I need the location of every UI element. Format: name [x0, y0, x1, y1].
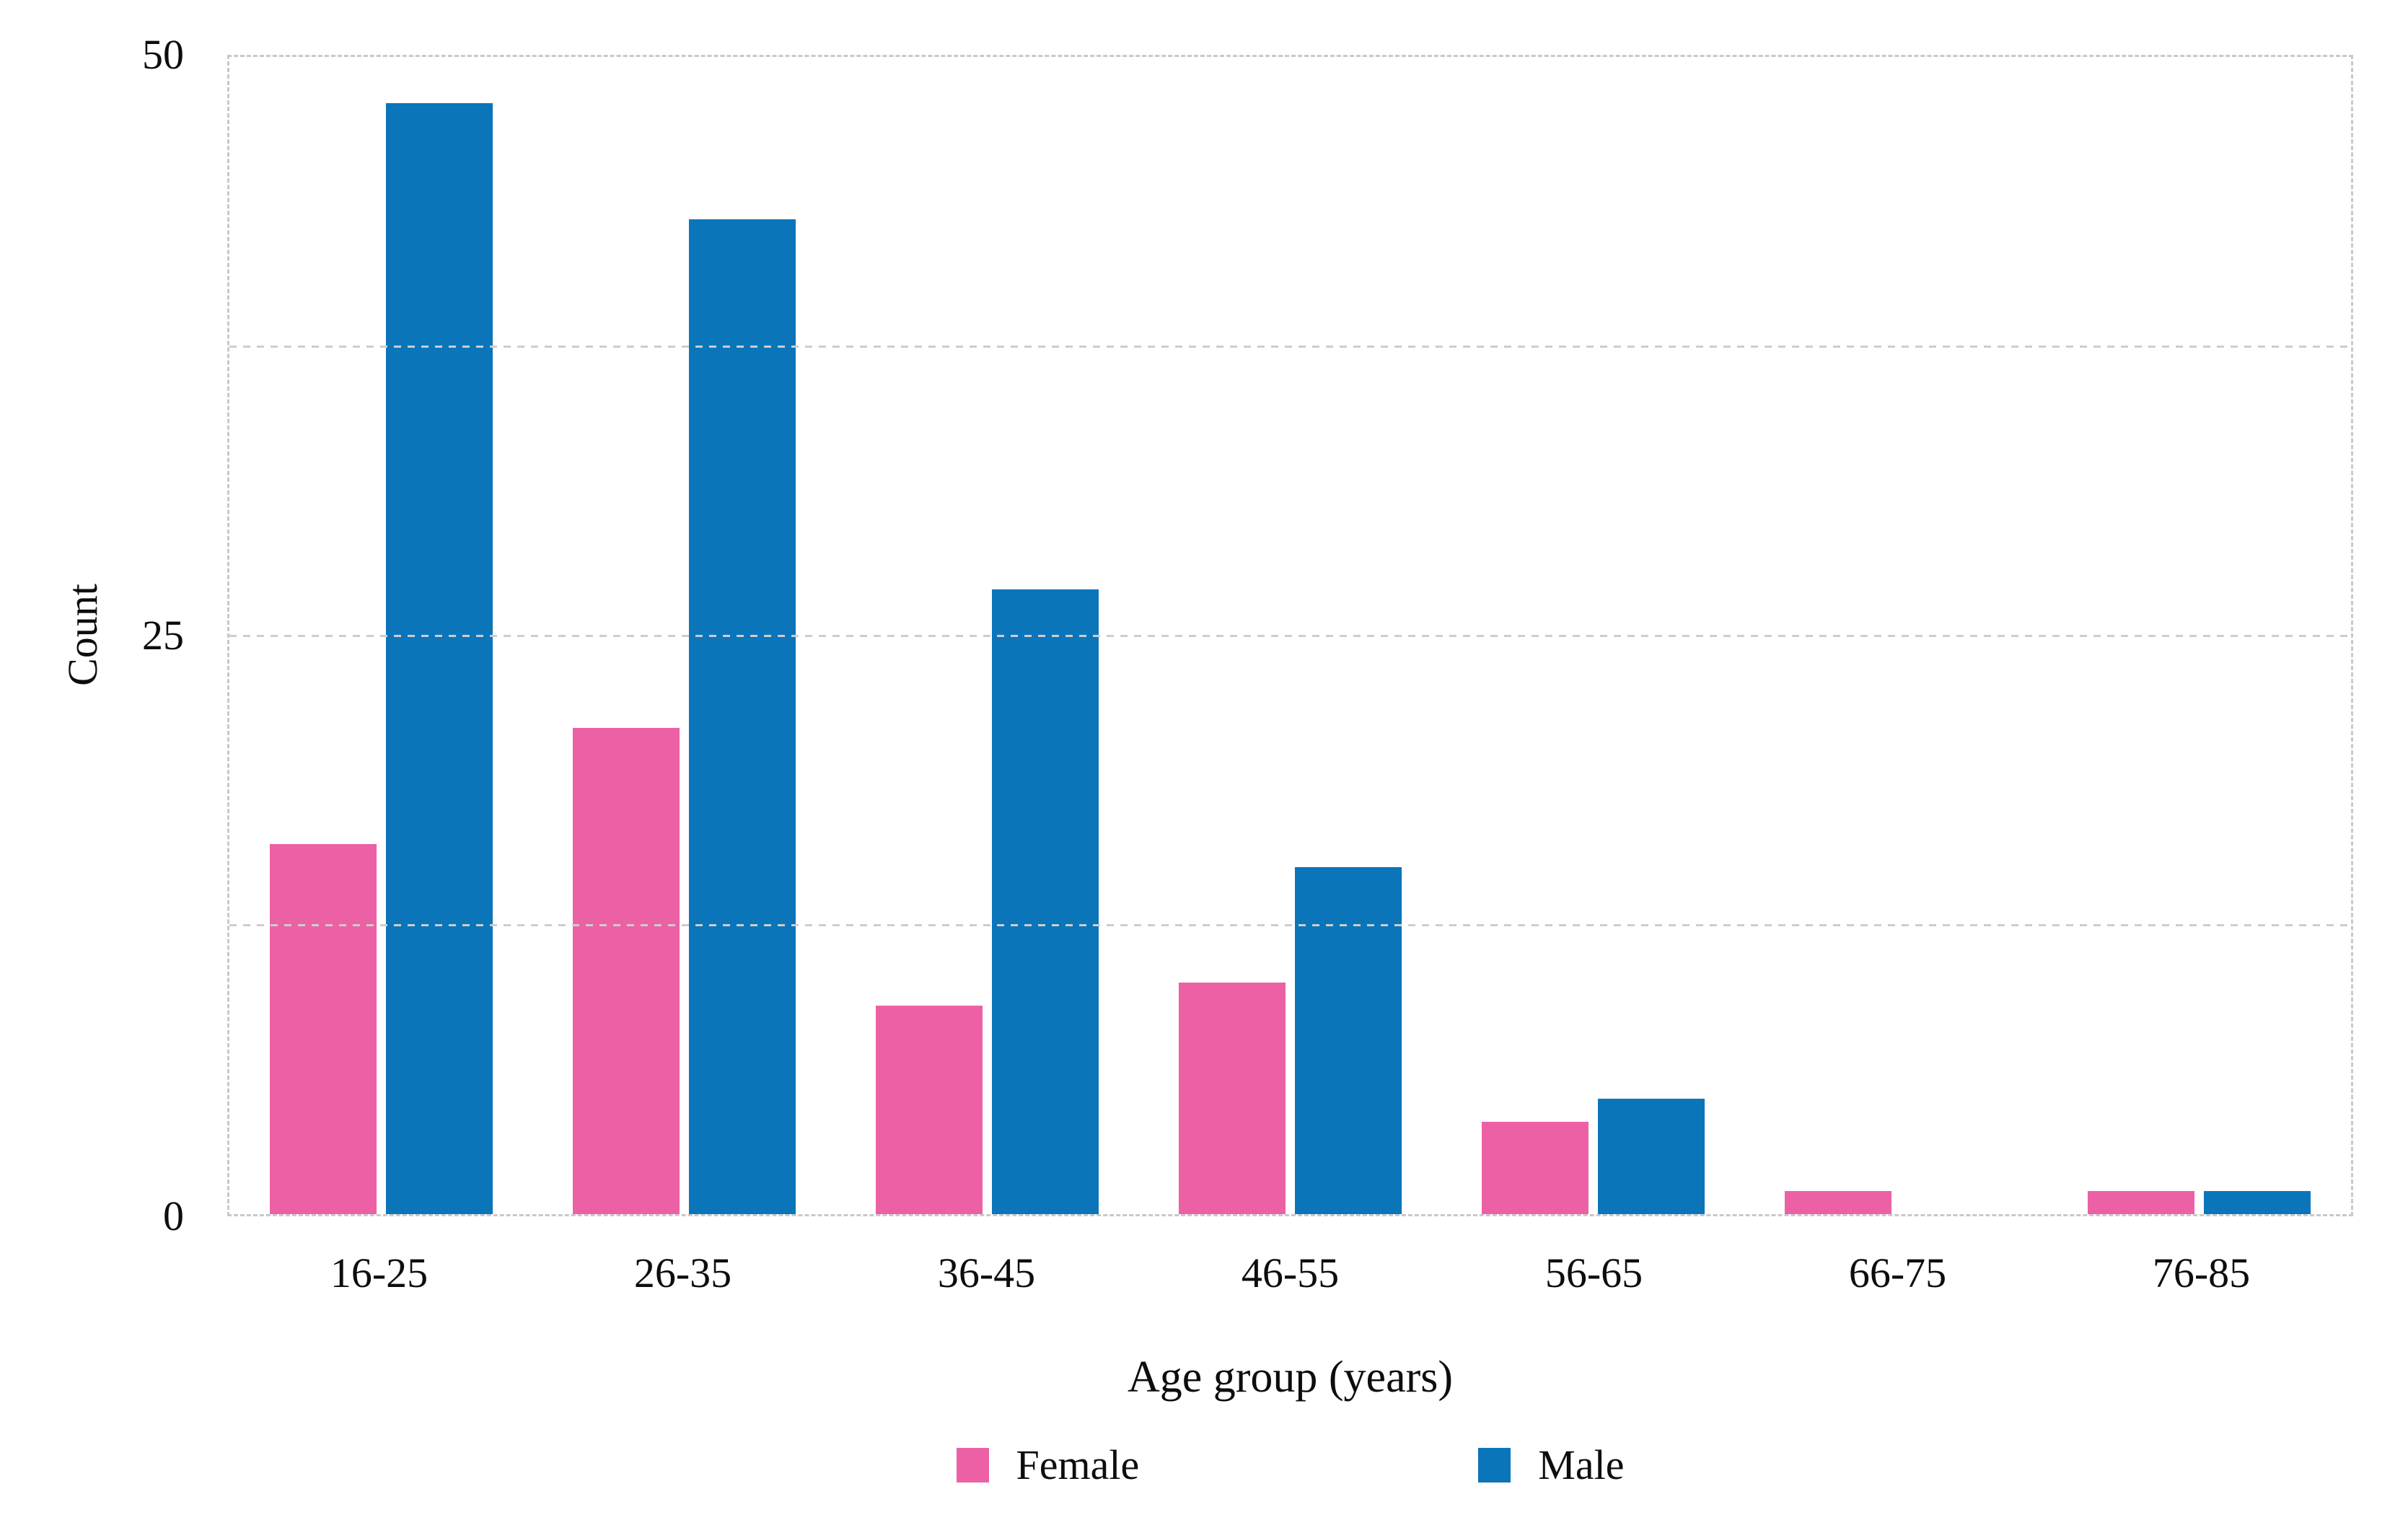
bar-group-76-85: [2048, 57, 2351, 1214]
x-tick-label-16-25: 16-25: [330, 1249, 429, 1296]
x-tick-label-56-65: 56-65: [1544, 1249, 1643, 1296]
legend: Female Male: [227, 1444, 2353, 1486]
female-bar-46-55: [1178, 983, 1286, 1214]
female-bar-16-25: [269, 843, 377, 1214]
bars-container: [229, 57, 2351, 1214]
legend-item-female: Female: [956, 1441, 1140, 1488]
x-axis-title: Age group (years): [1127, 1353, 1454, 1402]
gridline-37.5: [229, 346, 2351, 348]
bar-group-16-25: [229, 57, 532, 1214]
plot-area: [227, 55, 2353, 1216]
male-bar-46-55: [1294, 866, 1402, 1214]
x-tick-label-46-55: 46-55: [1241, 1249, 1340, 1296]
female-bar-66-75: [1785, 1190, 1892, 1214]
x-tick-label-36-45: 36-45: [937, 1249, 1036, 1296]
male-bar-56-65: [1598, 1098, 1705, 1214]
bar-group-56-65: [1442, 57, 1745, 1214]
legend-swatch-male: [1478, 1448, 1511, 1483]
y-tick-label-50: 50: [142, 31, 184, 78]
female-bar-56-65: [1482, 1121, 1589, 1214]
male-bar-16-25: [385, 103, 493, 1214]
y-tick-label-0: 0: [163, 1192, 184, 1239]
x-axis-tick-labels: 16-25 26-35 36-45 46-55 56-65 66-75 76-85: [227, 1250, 2353, 1296]
female-bar-26-35: [572, 728, 680, 1214]
female-bar-36-45: [875, 1006, 983, 1214]
legend-swatch-female: [956, 1448, 989, 1483]
male-bar-36-45: [991, 589, 1099, 1214]
male-bar-26-35: [688, 219, 796, 1214]
bar-group-66-75: [1745, 57, 2048, 1214]
y-tick-label-25: 25: [142, 612, 184, 659]
gridline-25: [229, 635, 2351, 637]
x-tick-label-66-75: 66-75: [1848, 1249, 1947, 1296]
x-tick-label-26-35: 26-35: [633, 1249, 732, 1296]
female-bar-76-85: [2088, 1190, 2195, 1214]
bar-group-36-45: [835, 57, 1138, 1214]
legend-item-male: Male: [1478, 1444, 1624, 1486]
x-tick-label-76-85: 76-85: [2152, 1249, 2251, 1296]
gridline-12.5: [229, 924, 2351, 926]
legend-label-female: Female: [1016, 1441, 1140, 1488]
male-bar-76-85: [2204, 1190, 2311, 1214]
bar-group-26-35: [532, 57, 835, 1214]
legend-label-male: Male: [1538, 1441, 1625, 1488]
